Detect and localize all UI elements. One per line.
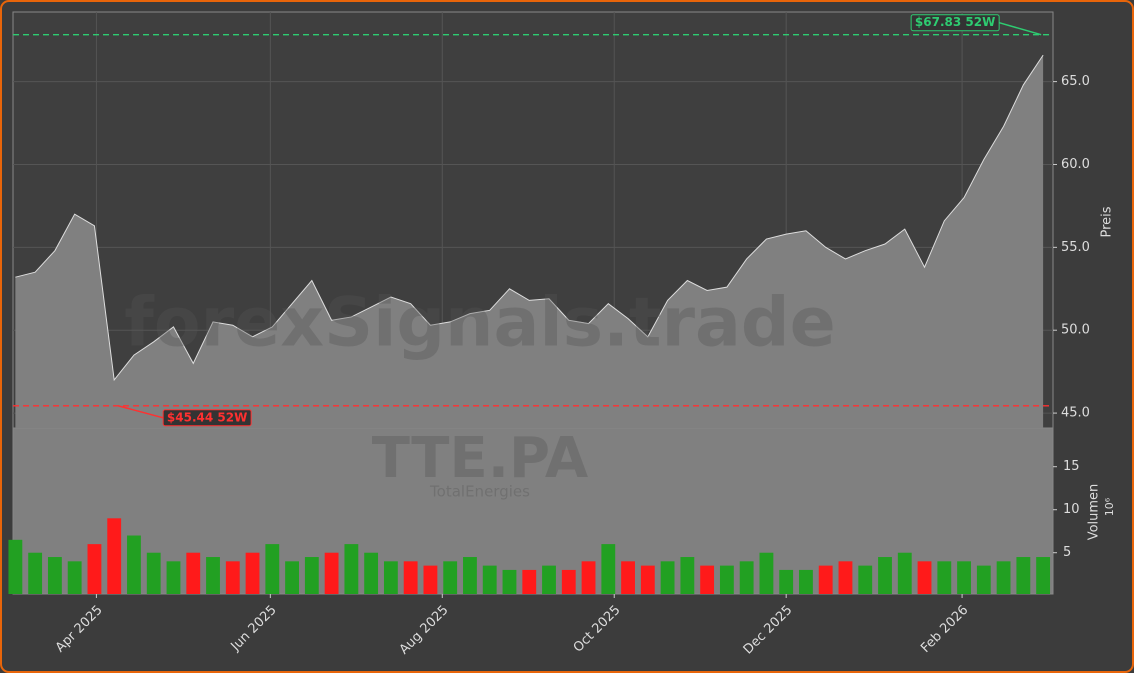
volume-bar	[601, 544, 616, 594]
y2-axis-label: Volumen	[1087, 484, 1102, 541]
volume-bar	[621, 561, 635, 594]
annotation-arrow	[998, 21, 1042, 36]
volume-bar	[838, 561, 853, 594]
volume-bar	[166, 561, 181, 594]
y-axis-label: Preis	[1100, 206, 1115, 237]
y2-tick-label: 10	[1063, 502, 1080, 517]
volume-bar	[937, 561, 952, 594]
volume-bar	[897, 552, 912, 594]
y2-tick-label: 5	[1063, 545, 1071, 560]
volume-bar	[146, 552, 161, 594]
volume-bar	[739, 561, 754, 594]
volume-bar	[285, 561, 299, 594]
price-line	[15, 54, 1044, 382]
volume-bar	[463, 557, 477, 594]
volume-bar	[127, 535, 141, 594]
volume-bar	[522, 569, 537, 594]
y-tick-label: 45.0	[1061, 406, 1090, 421]
volume-bar	[976, 565, 991, 594]
volume-bar	[660, 561, 675, 594]
volume-bar	[640, 565, 655, 594]
y2-tick-label: 15	[1063, 459, 1080, 474]
volume-bar	[878, 557, 892, 594]
volume-bar	[957, 561, 971, 594]
volume-bar	[917, 561, 932, 594]
volume-bar	[799, 569, 813, 594]
volume-bar	[87, 544, 102, 594]
volume-bar	[996, 561, 1011, 594]
volume-bar	[364, 552, 379, 594]
volume-bar	[779, 569, 794, 594]
volume-bar	[680, 557, 695, 594]
volume-bar	[482, 565, 497, 594]
watermark-ticker: TTE.PA	[372, 426, 589, 491]
y2-axis-unit: 10⁶	[1103, 497, 1116, 516]
volume-bar	[700, 565, 715, 594]
y-tick-label: 60.0	[1061, 157, 1090, 172]
y-tick-label: 50.0	[1061, 323, 1090, 338]
volume-bar	[344, 544, 359, 594]
y-tick-label: 65.0	[1061, 74, 1090, 89]
annotation-box	[910, 14, 1000, 32]
volume-bar	[502, 569, 517, 594]
volume-bar	[719, 565, 734, 594]
volume-bar	[245, 552, 260, 594]
watermark-company: TotalEnergies	[429, 483, 530, 501]
volume-bar	[225, 561, 240, 594]
volume-bar	[403, 561, 418, 594]
volume-bar	[186, 552, 201, 594]
volume-bar	[8, 539, 23, 594]
volume-bar	[443, 561, 458, 594]
volume-bar	[858, 565, 873, 594]
volume-bar	[47, 557, 62, 594]
volume-bar	[423, 565, 438, 594]
annotation-label: $45.44 52W	[167, 410, 247, 424]
volume-bar	[1016, 557, 1031, 594]
volume-bar	[561, 569, 576, 594]
volume-bar	[542, 565, 556, 594]
volume-bar	[67, 561, 82, 594]
volume-bar	[107, 518, 122, 594]
watermark: forexSignals.trade	[124, 284, 835, 363]
volume-bar	[1036, 557, 1051, 594]
volume-bar	[206, 557, 220, 594]
y-tick-label: 55.0	[1061, 240, 1090, 255]
volume-bar	[265, 544, 280, 594]
volume-bar	[28, 552, 43, 594]
annotation-label: $67.83 52W	[915, 15, 995, 29]
volume-bar	[581, 561, 596, 594]
annotation-arrow	[117, 405, 164, 419]
annotation-box	[162, 409, 252, 427]
volume-bar	[759, 552, 774, 594]
price-area	[15, 55, 1044, 428]
volume-bar	[304, 557, 319, 594]
volume-bar	[818, 565, 833, 594]
volume-bar	[383, 561, 398, 594]
volume-bar	[324, 552, 339, 594]
